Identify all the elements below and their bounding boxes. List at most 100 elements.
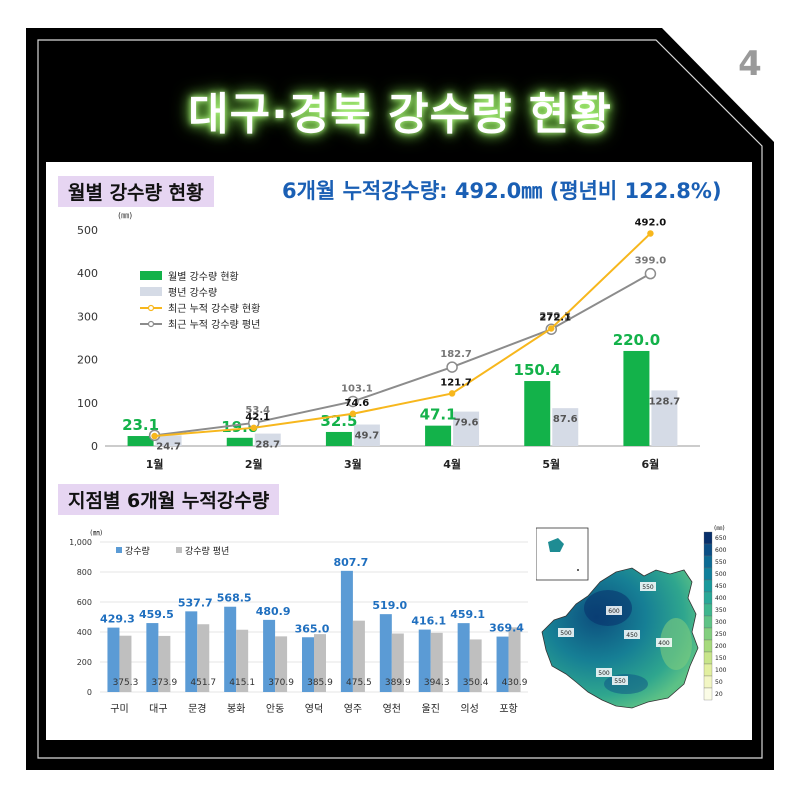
recent-cum-point — [548, 325, 555, 332]
inset-island-shape — [548, 538, 564, 552]
recent-cum-label: 492.0 — [635, 217, 667, 228]
station-normal-bar — [275, 636, 288, 692]
legend-swatch — [116, 547, 122, 553]
legend-swatch — [140, 287, 162, 296]
normal-cum-label: 53.4 — [245, 405, 270, 416]
contour-label-bg — [596, 668, 612, 677]
station-normal-bar — [119, 635, 132, 692]
contour-label-bg — [624, 630, 640, 639]
station-normal-bar — [430, 632, 443, 692]
y-tick-label: 200 — [77, 658, 92, 667]
monthly-bar — [127, 436, 154, 446]
legend-label: 월별 강수량 현황 — [168, 271, 239, 283]
station-bar — [340, 570, 353, 692]
station-bar — [263, 619, 276, 692]
station-bar — [224, 606, 237, 692]
y-tick-label: 400 — [77, 267, 98, 280]
legend-label: 강수량 평년 — [185, 545, 229, 557]
legend-marker — [147, 320, 155, 328]
contour-label: 400 — [658, 640, 670, 647]
x-tick-label: 6월 — [642, 457, 660, 471]
station-value-label: 480.9 — [256, 605, 291, 618]
x-tick-label: 안동 — [266, 703, 284, 715]
scale-value: 250 — [715, 631, 727, 638]
station-value-label: 459.5 — [139, 608, 174, 621]
station-normal-bar — [197, 624, 210, 692]
cumulative-summary: 6개월 누적강수량: 492.0㎜ (평년비 122.8%) — [282, 179, 722, 203]
recent-cum-label: 121.7 — [440, 377, 472, 388]
monthly-value-label: 220.0 — [613, 331, 660, 349]
contour-label-bg — [640, 582, 656, 591]
station-bar — [496, 636, 509, 692]
y-tick-label: 100 — [77, 397, 98, 410]
x-tick-label: 울진 — [422, 703, 440, 715]
scale-swatch — [703, 627, 713, 641]
x-tick-label: 영주 — [344, 703, 362, 715]
scale-swatch — [703, 615, 713, 629]
recent-cum-point — [349, 410, 357, 418]
x-tick-label: 문경 — [188, 702, 206, 715]
station-normal-label: 385.9 — [307, 678, 333, 688]
monthly-bar — [623, 350, 650, 446]
y-tick-label: 200 — [77, 354, 98, 367]
station-normal-bar — [158, 635, 171, 692]
monthly-bar — [425, 425, 452, 446]
y-tick-label: 1,000 — [69, 538, 92, 547]
station-normal-bar — [314, 634, 326, 692]
y-tick-label: 400 — [77, 628, 92, 637]
legend-label: 평년 강수량 — [168, 287, 217, 299]
recent-cum-point — [647, 230, 654, 237]
station-normal-label: 451.7 — [190, 678, 216, 688]
station-value-label: 459.1 — [450, 608, 485, 621]
y-unit-label: (㎜) — [90, 529, 103, 537]
station-bar — [146, 623, 159, 692]
normal-cum-label: 182.7 — [440, 349, 472, 360]
scale-value: 50 — [715, 679, 723, 686]
scale-value: 400 — [715, 595, 727, 602]
scale-value: 600 — [715, 547, 727, 554]
contour-label: 500 — [598, 670, 610, 677]
scale-swatch — [703, 675, 713, 689]
scale-value: 450 — [715, 583, 727, 590]
station-value-label: 807.7 — [334, 556, 369, 569]
station-normal-label: 389.9 — [385, 678, 411, 688]
legend-swatch — [140, 271, 162, 280]
normal-bar — [155, 435, 182, 446]
x-tick-label: 1월 — [146, 457, 164, 471]
legend-label: 최근 누적 강수량 현황 — [168, 303, 260, 315]
normal-bar — [453, 411, 480, 446]
y-unit-label: (㎜) — [118, 211, 132, 220]
scale-swatch — [703, 603, 713, 617]
x-tick-label: 4월 — [443, 457, 461, 471]
recent-cum-label: 272.1 — [539, 312, 571, 323]
normal-bar — [651, 390, 678, 446]
station-normal-label: 375.3 — [113, 678, 139, 688]
recent-cum-line — [154, 232, 652, 438]
station-value-label: 568.5 — [217, 592, 252, 605]
station-value-label: 416.1 — [411, 615, 446, 628]
dry-zone — [660, 618, 692, 670]
monthly-bar — [226, 437, 253, 446]
normal-value-label: 79.6 — [454, 418, 479, 429]
scale-value: 350 — [715, 607, 727, 614]
station-value-label: 429.3 — [100, 613, 135, 626]
x-tick-label: 의성 — [460, 703, 478, 715]
x-tick-label: 2월 — [245, 457, 263, 471]
contour-label: 550 — [642, 584, 654, 591]
scale-swatch — [703, 591, 713, 605]
station-normal-label: 370.9 — [268, 678, 294, 688]
contour-label: 450 — [626, 632, 638, 639]
normal-value-label: 24.7 — [156, 441, 181, 452]
station-bar — [379, 614, 392, 692]
station-bar — [418, 629, 431, 692]
station-normal-bar — [236, 629, 249, 692]
station-value-label: 369.4 — [489, 622, 524, 635]
station-value-label: 365.0 — [295, 622, 330, 635]
scale-unit: (㎜) — [714, 525, 725, 532]
normal-cum-point — [644, 267, 657, 280]
station-normal-label: 350.4 — [463, 678, 489, 688]
x-tick-label: 5월 — [542, 457, 560, 471]
scale-swatch — [703, 687, 713, 701]
monthly-bar — [325, 431, 352, 446]
